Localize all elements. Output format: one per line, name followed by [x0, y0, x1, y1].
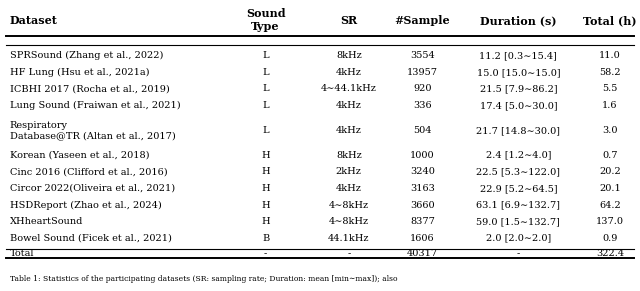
- Text: 4∼8kHz: 4∼8kHz: [329, 200, 369, 210]
- Text: 20.2: 20.2: [599, 167, 621, 176]
- Text: H: H: [261, 151, 270, 160]
- Text: 0.7: 0.7: [602, 151, 618, 160]
- Text: 22.9 [5.2∼64.5]: 22.9 [5.2∼64.5]: [479, 184, 557, 193]
- Text: Circor 2022(Oliveira et al., 2021): Circor 2022(Oliveira et al., 2021): [10, 184, 175, 193]
- Text: 4∼8kHz: 4∼8kHz: [329, 217, 369, 226]
- Text: 3660: 3660: [410, 200, 435, 210]
- Text: H: H: [261, 200, 270, 210]
- Text: SR: SR: [340, 15, 357, 26]
- Text: Respiratory
Database@TR (Altan et al., 2017): Respiratory Database@TR (Altan et al., 2…: [10, 121, 175, 140]
- Text: L: L: [262, 51, 269, 60]
- Text: 2.0 [2.0∼2.0]: 2.0 [2.0∼2.0]: [486, 234, 551, 243]
- Text: 11.2 [0.3∼15.4]: 11.2 [0.3∼15.4]: [479, 51, 557, 60]
- Text: 0.9: 0.9: [602, 234, 618, 243]
- Text: Table 1: Statistics of the participating datasets (SR: sampling rate; Duration: : Table 1: Statistics of the participating…: [10, 275, 397, 283]
- Text: 20.1: 20.1: [599, 184, 621, 193]
- Text: 8kHz: 8kHz: [336, 51, 362, 60]
- Text: 17.4 [5.0∼30.0]: 17.4 [5.0∼30.0]: [479, 101, 557, 110]
- Text: 3240: 3240: [410, 167, 435, 176]
- Text: Cinc 2016 (Clifford et al., 2016): Cinc 2016 (Clifford et al., 2016): [10, 167, 167, 176]
- Text: 11.0: 11.0: [599, 51, 621, 60]
- Text: 1.6: 1.6: [602, 101, 618, 110]
- Text: 336: 336: [413, 101, 432, 110]
- Text: 920: 920: [413, 84, 431, 93]
- Text: 21.5 [7.9∼86.2]: 21.5 [7.9∼86.2]: [479, 84, 557, 93]
- Text: 2kHz: 2kHz: [336, 167, 362, 176]
- Text: HF Lung (Hsu et al., 2021a): HF Lung (Hsu et al., 2021a): [10, 68, 149, 77]
- Text: L: L: [262, 68, 269, 77]
- Text: 63.1 [6.9∼132.7]: 63.1 [6.9∼132.7]: [476, 200, 561, 210]
- Text: 4kHz: 4kHz: [336, 126, 362, 135]
- Text: 40317: 40317: [407, 249, 438, 258]
- Text: 3554: 3554: [410, 51, 435, 60]
- Text: 4kHz: 4kHz: [336, 68, 362, 77]
- Text: L: L: [262, 126, 269, 135]
- Text: L: L: [262, 101, 269, 110]
- Text: HSDReport (Zhao et al., 2024): HSDReport (Zhao et al., 2024): [10, 200, 161, 210]
- Text: 504: 504: [413, 126, 431, 135]
- Text: -: -: [264, 249, 268, 258]
- Text: H: H: [261, 217, 270, 226]
- Text: 322.4: 322.4: [596, 249, 624, 258]
- Text: H: H: [261, 167, 270, 176]
- Text: 44.1kHz: 44.1kHz: [328, 234, 369, 243]
- Text: L: L: [262, 84, 269, 93]
- Text: 21.7 [14.8∼30.0]: 21.7 [14.8∼30.0]: [476, 126, 561, 135]
- Text: -: -: [347, 249, 351, 258]
- Text: 8377: 8377: [410, 217, 435, 226]
- Text: 4kHz: 4kHz: [336, 184, 362, 193]
- Text: Sound
Type: Sound Type: [246, 8, 285, 32]
- Text: SPRSound (Zhang et al., 2022): SPRSound (Zhang et al., 2022): [10, 51, 163, 60]
- Text: 8kHz: 8kHz: [336, 151, 362, 160]
- Text: Total (h): Total (h): [583, 15, 637, 26]
- Text: 5.5: 5.5: [602, 84, 618, 93]
- Text: 3.0: 3.0: [602, 126, 618, 135]
- Text: Total: Total: [10, 249, 34, 258]
- Text: 3163: 3163: [410, 184, 435, 193]
- Text: 2.4 [1.2∼4.0]: 2.4 [1.2∼4.0]: [486, 151, 551, 160]
- Text: 4kHz: 4kHz: [336, 101, 362, 110]
- Text: -: -: [516, 249, 520, 258]
- Text: Lung Sound (Fraiwan et al., 2021): Lung Sound (Fraiwan et al., 2021): [10, 101, 180, 110]
- Text: 13957: 13957: [407, 68, 438, 77]
- Text: #Sample: #Sample: [395, 15, 450, 26]
- Text: 4∼44.1kHz: 4∼44.1kHz: [321, 84, 377, 93]
- Text: Duration (s): Duration (s): [480, 15, 557, 26]
- Text: Dataset: Dataset: [10, 15, 58, 26]
- Text: 64.2: 64.2: [599, 200, 621, 210]
- Text: 59.0 [1.5∼132.7]: 59.0 [1.5∼132.7]: [476, 217, 561, 226]
- Text: 22.5 [5.3∼122.0]: 22.5 [5.3∼122.0]: [476, 167, 561, 176]
- Text: 58.2: 58.2: [599, 68, 621, 77]
- Text: 1000: 1000: [410, 151, 435, 160]
- Text: B: B: [262, 234, 269, 243]
- Text: 137.0: 137.0: [596, 217, 624, 226]
- Text: Korean (Yaseen et al., 2018): Korean (Yaseen et al., 2018): [10, 151, 149, 160]
- Text: 1606: 1606: [410, 234, 435, 243]
- Text: XHheartSound: XHheartSound: [10, 217, 83, 226]
- Text: ICBHI 2017 (Rocha et al., 2019): ICBHI 2017 (Rocha et al., 2019): [10, 84, 170, 93]
- Text: 15.0 [15.0∼15.0]: 15.0 [15.0∼15.0]: [477, 68, 560, 77]
- Text: H: H: [261, 184, 270, 193]
- Text: Bowel Sound (Ficek et al., 2021): Bowel Sound (Ficek et al., 2021): [10, 234, 172, 243]
